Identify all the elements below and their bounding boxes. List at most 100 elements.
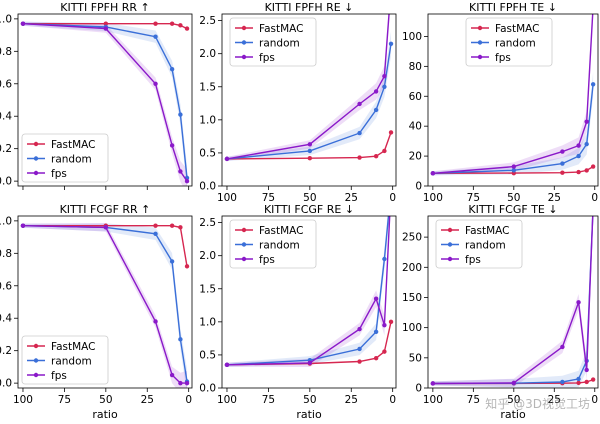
data-point-fps — [20, 223, 26, 228]
data-point-random — [373, 107, 379, 113]
legend-label-fps: fps — [51, 370, 67, 382]
data-point-fps — [511, 164, 517, 169]
legend-label-random: random — [51, 154, 92, 166]
data-point-random — [357, 346, 362, 352]
series-line-fps — [432, 216, 594, 385]
data-point-fastmac — [388, 130, 394, 135]
data-point-random — [307, 148, 313, 154]
data-point-fastmac — [307, 156, 313, 161]
data-point-random — [153, 34, 158, 39]
y-tick-label: 1.0 — [0, 215, 12, 227]
x-tick-label: 0 — [389, 192, 396, 204]
x-tick-label: 50 — [303, 394, 316, 406]
legend-label-random: random — [51, 356, 92, 368]
series-line-random — [22, 23, 188, 178]
y-tick-label: 2.5 — [199, 217, 216, 229]
data-point-fastmac — [178, 23, 183, 28]
x-tick-label: 100 — [423, 394, 443, 406]
data-point-random — [169, 66, 175, 72]
legend-label-fps: fps — [495, 52, 511, 64]
y-tick-label: 2.5 — [199, 15, 216, 27]
y-tick-label: 0 — [415, 383, 422, 395]
data-point-fps — [224, 156, 230, 162]
data-point-random — [382, 256, 387, 262]
data-point-random — [511, 168, 517, 173]
legend-marker-fps — [33, 170, 39, 176]
legend: FastMAC random fps — [435, 219, 523, 269]
y-tick-label: 200 — [402, 262, 422, 274]
x-tick-label: 100 — [217, 394, 237, 406]
data-point-fps — [560, 149, 565, 154]
legend-marker-random — [447, 242, 453, 247]
legend-marker-fastmac — [33, 141, 39, 147]
data-point-fps — [373, 89, 379, 94]
legend-marker-random — [241, 40, 247, 45]
data-point-random — [169, 259, 175, 264]
x-tick-label: 75 — [467, 192, 480, 204]
data-point-random — [388, 41, 394, 46]
y-tick-label: 20 — [409, 151, 422, 163]
y-tick-label: 100 — [402, 322, 422, 334]
x-tick-label: 25 — [345, 192, 358, 204]
data-point-fastmac — [382, 349, 387, 354]
legend-box — [229, 219, 317, 269]
x-tick-label: 100 — [217, 192, 237, 204]
chart-title: KITTI FPFH RR ↑ — [60, 1, 150, 14]
plot-area — [224, 216, 394, 368]
x-tick-label: 0 — [389, 394, 396, 406]
chart-title: KITTI FPFH TE ↓ — [469, 1, 557, 14]
data-point-fastmac — [184, 264, 190, 269]
data-point-fps — [178, 380, 183, 386]
legend-label-fastmac: FastMAC — [259, 23, 304, 35]
series-line-random — [226, 216, 390, 366]
chart-title: KITTI FPFH RE ↓ — [265, 1, 354, 14]
chart-title: KITTI FCGF TE ↓ — [468, 203, 557, 216]
data-point-random — [590, 82, 596, 87]
y-tick-label: 1.5 — [199, 81, 216, 93]
legend-label-random: random — [259, 38, 300, 50]
x-tick-label: 50 — [303, 192, 316, 204]
data-point-random — [576, 376, 581, 382]
data-point-fastmac — [103, 21, 109, 26]
x-tick-label: 25 — [345, 394, 358, 406]
plot-area — [20, 223, 190, 388]
data-point-fps — [103, 26, 109, 31]
legend-marker-fps — [447, 256, 453, 262]
legend-label-fastmac: FastMAC — [51, 341, 96, 353]
data-point-fps — [576, 300, 581, 305]
y-tick-label: 100 — [402, 31, 422, 43]
data-point-fps — [224, 362, 230, 368]
x-tick-label: 75 — [58, 394, 71, 406]
y-tick-label: 0.2 — [0, 345, 12, 357]
legend-label-fps: fps — [465, 254, 481, 266]
x-tick-label: 100 — [423, 192, 443, 204]
x-tick-label: 0 — [591, 394, 598, 406]
chart-title: KITTI FCGF RE ↓ — [264, 203, 354, 216]
x-tick-label: 75 — [262, 394, 275, 406]
chart-title: KITTI FCGF RR ↑ — [60, 203, 151, 216]
legend-marker-fps — [241, 256, 247, 262]
legend: FastMAC random fps — [229, 17, 317, 67]
data-point-fastmac — [590, 377, 596, 382]
data-point-fastmac — [560, 170, 565, 175]
legend-box — [21, 133, 109, 183]
legend-box — [21, 335, 109, 385]
data-point-fastmac — [169, 223, 175, 228]
data-point-random — [584, 141, 589, 147]
legend-label-fastmac: FastMAC — [259, 225, 304, 237]
data-point-fastmac — [584, 168, 589, 173]
data-point-fps — [576, 143, 581, 148]
x-tick-label: 50 — [99, 394, 112, 406]
legend-label-fps: fps — [51, 168, 67, 180]
x-tick-label: 75 — [467, 394, 480, 406]
y-tick-label: 0.4 — [0, 111, 12, 123]
data-point-fps — [307, 142, 313, 147]
legend-box — [435, 219, 523, 269]
x-tick-label: 100 — [13, 394, 33, 406]
data-point-fastmac — [178, 225, 183, 230]
x-tick-label: 25 — [548, 192, 561, 204]
plot-area — [430, 14, 596, 176]
y-tick-label: 50 — [409, 352, 422, 364]
legend-label-random: random — [465, 240, 506, 252]
